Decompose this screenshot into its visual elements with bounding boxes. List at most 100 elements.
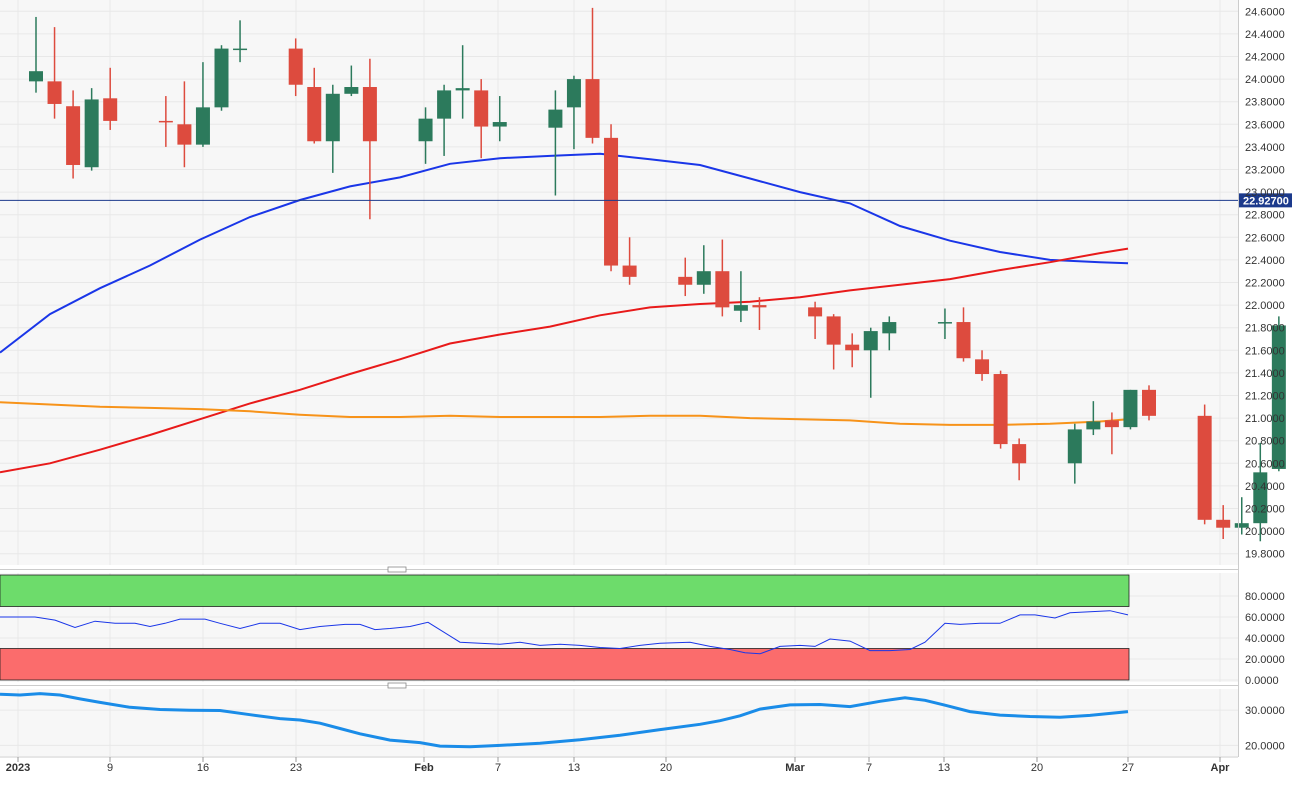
candlesticks (29, 7, 1286, 542)
candle-body (1123, 389, 1138, 428)
rsi-y-tick-label: 80.0000 (1245, 591, 1285, 603)
candle-body (937, 322, 952, 324)
price-y-tick-label: 23.2000 (1245, 165, 1285, 177)
price-y-tick-label: 22.4000 (1245, 255, 1285, 267)
candle-body (993, 374, 1008, 445)
candle-body (233, 48, 248, 51)
candle-body (362, 87, 377, 142)
x-tick-label: 7 (495, 762, 501, 774)
x-tick-label: 23 (290, 762, 302, 774)
candlestick (863, 327, 878, 398)
atr-y-tick-label: 30.0000 (1245, 705, 1285, 717)
candlestick (1142, 385, 1156, 421)
candle-body (622, 265, 637, 277)
candlestick (1234, 497, 1249, 535)
candlestick (344, 65, 359, 97)
candle-body (826, 316, 841, 345)
panel-resize-handle[interactable] (387, 682, 407, 689)
panel-divider-1[interactable] (0, 566, 1238, 573)
x-tick-label: Mar (785, 762, 805, 774)
price-panel: 22.92700 24.6000 24.4000 24.2000 24.0000 23.… (0, 0, 1292, 565)
x-tick-label: 27 (1122, 762, 1134, 774)
candlestick (566, 75, 581, 150)
candle-body (863, 331, 878, 351)
candlestick (103, 67, 118, 130)
candle-body (418, 118, 433, 142)
price-y-tick-label: 23.6000 (1245, 119, 1285, 131)
moving-average-line-1 (0, 152, 1129, 354)
price-y-tick-label: 22.0000 (1245, 300, 1285, 312)
candle-body (696, 271, 711, 285)
candlestick (715, 239, 730, 317)
candle-body (548, 109, 563, 128)
candle-body (158, 120, 173, 123)
candle-body (214, 48, 229, 108)
moving-averages (0, 152, 1129, 474)
rsi-y-axis: 80.0000 60.0000 40.0000 20.0000 0.0000 (1245, 591, 1285, 687)
candlestick (325, 84, 340, 173)
candlestick (307, 67, 322, 144)
candlestick (956, 307, 971, 362)
candle-body (47, 81, 62, 104)
atr-panel: 30.0000 20.0000 (0, 689, 1285, 756)
candle-body (733, 305, 748, 311)
candlestick (1012, 438, 1027, 481)
candle-body (1216, 519, 1231, 528)
price-y-tick-label: 20.8000 (1245, 436, 1285, 448)
candlestick (808, 301, 823, 339)
price-y-tick-label: 24.2000 (1245, 52, 1285, 64)
candlestick (826, 314, 841, 370)
candle-body (195, 107, 210, 145)
price-y-tick-label: 21.2000 (1245, 391, 1285, 403)
candle-body (1086, 421, 1101, 430)
atr-y-tick-label: 20.0000 (1245, 740, 1285, 752)
x-tick-label: Feb (414, 762, 434, 774)
candlestick (158, 96, 173, 147)
candle-body (808, 307, 823, 317)
candlestick (678, 257, 693, 297)
candle-body (29, 71, 43, 82)
candle-body (882, 322, 897, 334)
price-y-tick-label: 24.6000 (1245, 6, 1285, 18)
x-axis: 2023 9 16 23 Feb 7 13 20 Mar 7 13 20 27 Apr (0, 0, 1239, 774)
candle-body (325, 93, 340, 142)
x-tick-label: 9 (107, 762, 113, 774)
x-tick-label: Apr (1211, 762, 1231, 774)
candlestick (455, 45, 470, 119)
candlestick (84, 88, 99, 171)
current-price-label: 22.92700 (1243, 195, 1289, 207)
panel-divider-2[interactable] (0, 682, 1238, 689)
candlestick (845, 333, 860, 368)
price-y-tick-label: 22.2000 (1245, 278, 1285, 290)
candlestick (585, 7, 600, 144)
candlestick (214, 45, 229, 111)
candlestick (1104, 412, 1119, 455)
candle-body (604, 137, 619, 266)
price-y-axis: 24.6000 24.4000 24.2000 24.0000 23.8000 23.60… (1245, 6, 1285, 560)
candlestick (882, 316, 897, 351)
candle-body (1271, 325, 1286, 469)
candlestick (474, 79, 489, 159)
candlestick (437, 84, 452, 156)
candlestick (492, 96, 507, 142)
price-y-tick-label: 21.0000 (1245, 413, 1285, 425)
candle-body (566, 79, 581, 108)
candle-body (1234, 523, 1249, 528)
x-tick-label: 13 (568, 762, 580, 774)
panel-resize-handle[interactable] (387, 566, 407, 573)
candle-body (344, 87, 359, 94)
candlestick (733, 271, 748, 323)
candlestick (177, 81, 192, 168)
candlestick (752, 297, 767, 330)
candlestick (1086, 401, 1101, 436)
candlestick (288, 38, 303, 97)
x-tick-label: 16 (197, 762, 209, 774)
candlestick (975, 350, 990, 381)
candle-body (752, 305, 767, 308)
candlestick (47, 27, 62, 119)
price-y-tick-label: 20.6000 (1245, 458, 1285, 470)
candle-body (1142, 389, 1156, 416)
candle-body (288, 48, 303, 85)
candlestick (1216, 505, 1231, 540)
x-tick-label: 20 (1031, 762, 1043, 774)
